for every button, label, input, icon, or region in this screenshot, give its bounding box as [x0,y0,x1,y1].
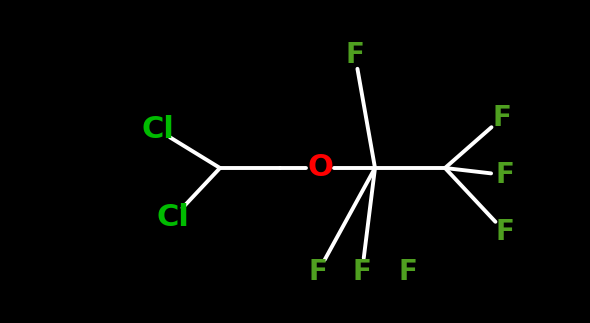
Text: F: F [309,258,327,286]
Text: F: F [493,104,512,132]
Text: O: O [307,153,333,182]
Text: F: F [496,218,514,246]
Text: Cl: Cl [156,203,189,233]
Text: Cl: Cl [142,116,175,144]
Text: F: F [346,41,365,69]
Text: F: F [496,161,514,189]
Text: F: F [399,258,418,286]
Text: F: F [353,258,372,286]
